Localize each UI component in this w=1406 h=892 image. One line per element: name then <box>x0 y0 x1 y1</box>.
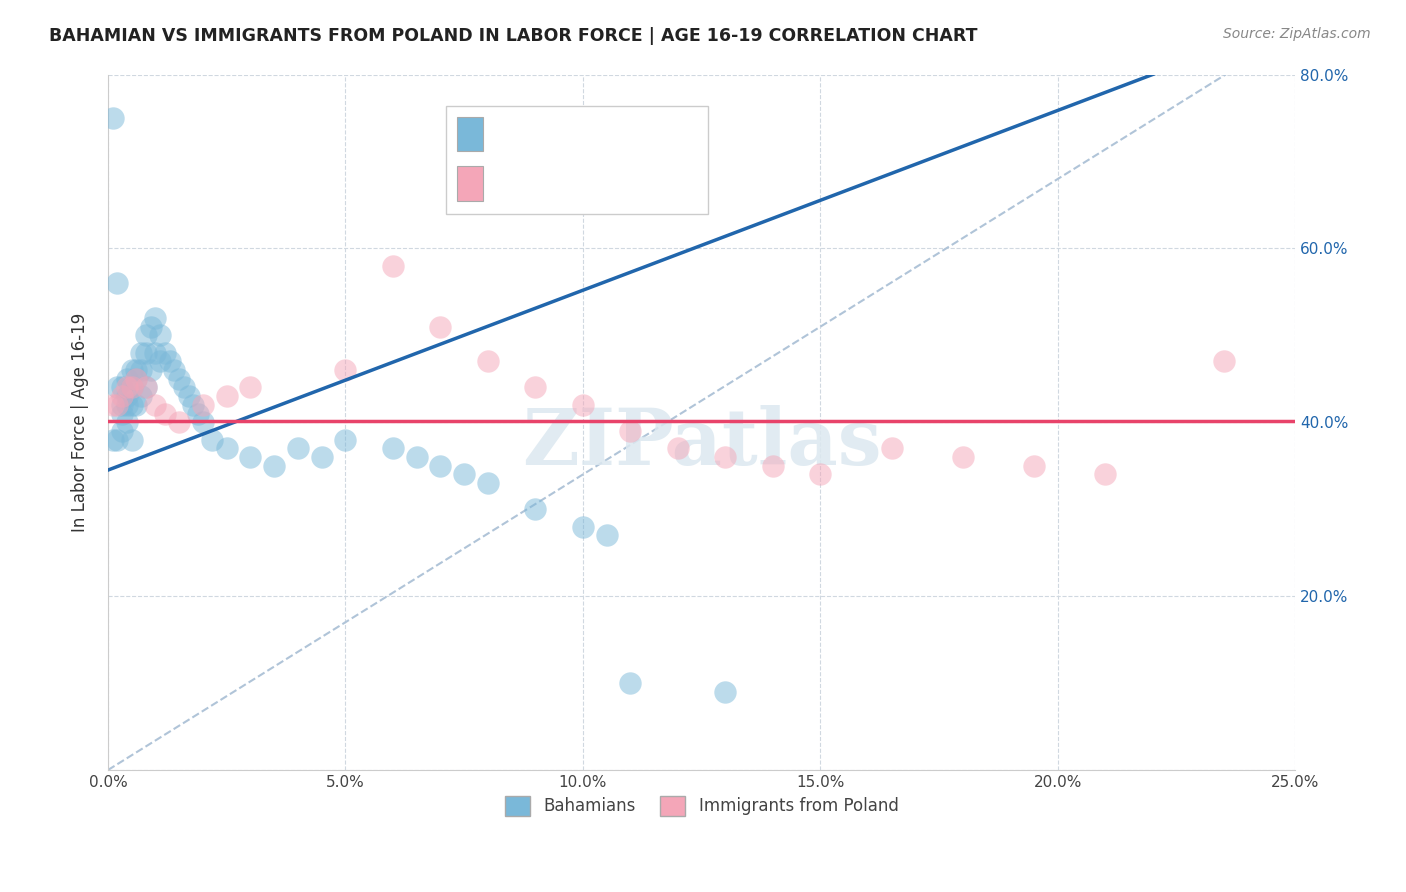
Point <box>619 424 641 438</box>
Point <box>125 372 148 386</box>
Point <box>107 276 129 290</box>
Point <box>121 380 143 394</box>
Point <box>115 372 138 386</box>
Point <box>524 502 547 516</box>
Point <box>173 380 195 394</box>
Point <box>477 354 499 368</box>
Point <box>129 345 152 359</box>
Point <box>453 467 475 482</box>
Point <box>153 407 176 421</box>
Legend: Bahamians, Immigrants from Poland: Bahamians, Immigrants from Poland <box>496 788 907 824</box>
Point <box>111 424 134 438</box>
Point <box>111 407 134 421</box>
Point <box>572 519 595 533</box>
Point <box>201 433 224 447</box>
Point <box>139 319 162 334</box>
Point <box>405 450 427 464</box>
Point <box>115 398 138 412</box>
Point <box>287 442 309 456</box>
Point <box>149 354 172 368</box>
Point <box>149 328 172 343</box>
Point <box>572 398 595 412</box>
Point <box>135 380 157 394</box>
Point <box>191 415 214 429</box>
Point <box>263 458 285 473</box>
Point <box>121 433 143 447</box>
Point <box>215 442 238 456</box>
Point <box>139 363 162 377</box>
Point <box>115 380 138 394</box>
Point <box>145 398 167 412</box>
Point <box>382 442 405 456</box>
Point <box>810 467 832 482</box>
Point <box>177 389 200 403</box>
Point <box>125 372 148 386</box>
Text: BAHAMIAN VS IMMIGRANTS FROM POLAND IN LABOR FORCE | AGE 16-19 CORRELATION CHART: BAHAMIAN VS IMMIGRANTS FROM POLAND IN LA… <box>49 27 977 45</box>
Point <box>135 380 157 394</box>
Point <box>121 398 143 412</box>
Point <box>135 345 157 359</box>
Point <box>101 111 124 125</box>
Point <box>145 310 167 325</box>
Point <box>335 433 357 447</box>
Point <box>1094 467 1116 482</box>
Point <box>1024 458 1046 473</box>
Point <box>619 676 641 690</box>
Point <box>311 450 333 464</box>
Point <box>429 319 451 334</box>
Text: Source: ZipAtlas.com: Source: ZipAtlas.com <box>1223 27 1371 41</box>
Point <box>125 398 148 412</box>
Point <box>135 328 157 343</box>
Point <box>429 458 451 473</box>
Point <box>107 380 129 394</box>
Point <box>477 476 499 491</box>
Point <box>111 398 134 412</box>
Point <box>187 407 209 421</box>
Y-axis label: In Labor Force | Age 16-19: In Labor Force | Age 16-19 <box>72 312 89 532</box>
Point <box>167 415 190 429</box>
Point <box>115 389 138 403</box>
Text: ZIPatlas: ZIPatlas <box>522 405 882 481</box>
Point <box>714 685 737 699</box>
Point <box>111 389 134 403</box>
Point <box>239 450 262 464</box>
Point <box>183 398 205 412</box>
Point <box>145 345 167 359</box>
Point <box>111 380 134 394</box>
Point <box>666 442 689 456</box>
Point <box>191 398 214 412</box>
Point <box>215 389 238 403</box>
Point <box>524 380 547 394</box>
Point <box>167 372 190 386</box>
Point <box>335 363 357 377</box>
Point <box>101 398 124 412</box>
Point <box>596 528 619 542</box>
Point <box>714 450 737 464</box>
Point <box>163 363 186 377</box>
Point <box>115 415 138 429</box>
Point <box>239 380 262 394</box>
Point <box>121 380 143 394</box>
Point <box>153 345 176 359</box>
Point <box>121 363 143 377</box>
Point <box>129 363 152 377</box>
Point <box>107 398 129 412</box>
Point <box>101 433 124 447</box>
Point <box>125 363 148 377</box>
Point <box>107 433 129 447</box>
Point <box>1213 354 1236 368</box>
Point <box>952 450 974 464</box>
Point <box>880 442 903 456</box>
Point <box>382 259 405 273</box>
Point <box>159 354 181 368</box>
Point <box>762 458 785 473</box>
Point <box>129 389 152 403</box>
